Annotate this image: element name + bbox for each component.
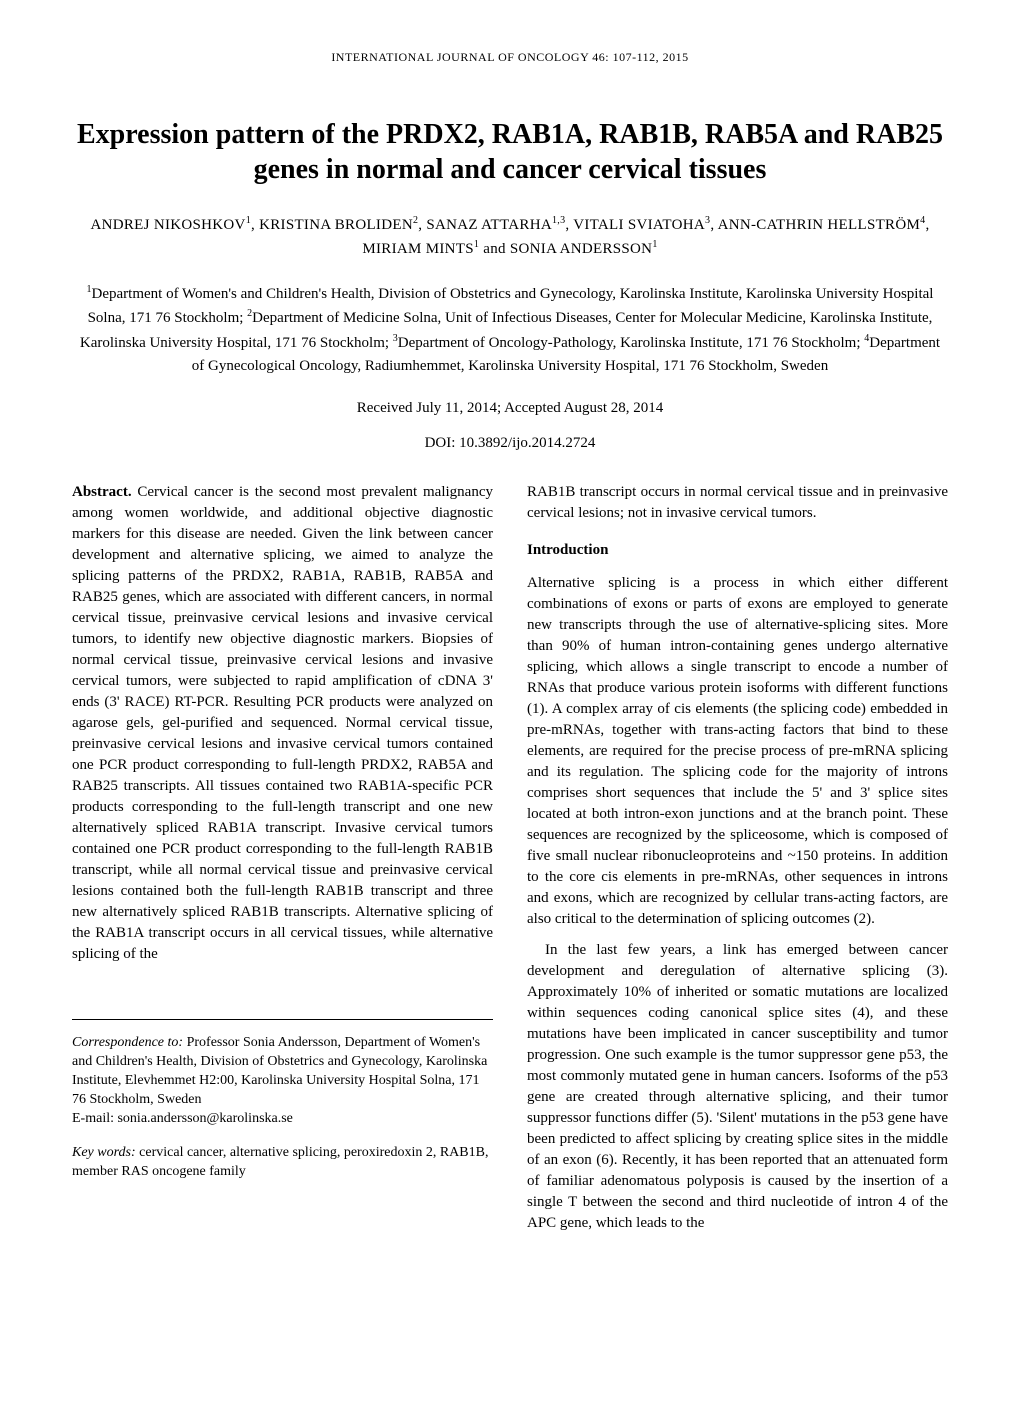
two-column-body: Abstract. Cervical cancer is the second …	[72, 482, 948, 1234]
journal-running-head: INTERNATIONAL JOURNAL OF ONCOLOGY 46: 10…	[72, 50, 948, 65]
author-list: ANDREJ NIKOSHKOV1, KRISTINA BROLIDEN2, S…	[72, 213, 948, 260]
received-accepted-dates: Received July 11, 2014; Accepted August …	[72, 400, 948, 417]
footnote-separator	[72, 1019, 493, 1020]
introduction-heading: Introduction	[527, 540, 948, 561]
correspondence-email: E-mail: sonia.andersson@karolinska.se	[72, 1110, 493, 1129]
correspondence-block: Correspondence to: Professor Sonia Ander…	[72, 1034, 493, 1128]
left-column: Abstract. Cervical cancer is the second …	[72, 482, 493, 1234]
correspondence-label: Correspondence to:	[72, 1035, 183, 1050]
affiliations: 1Department of Women's and Children's He…	[72, 282, 948, 378]
abstract-paragraph: Abstract. Cervical cancer is the second …	[72, 482, 493, 965]
keywords-block: Key words: cervical cancer, alternative …	[72, 1144, 493, 1182]
abstract-text: Cervical cancer is the second most preva…	[72, 484, 493, 962]
abstract-continuation: RAB1B transcript occurs in normal cervic…	[527, 482, 948, 524]
article-title: Expression pattern of the PRDX2, RAB1A, …	[72, 117, 948, 187]
doi: DOI: 10.3892/ijo.2014.2724	[72, 435, 948, 452]
introduction-paragraph-2: In the last few years, a link has emerge…	[527, 940, 948, 1234]
right-column: RAB1B transcript occurs in normal cervic…	[527, 482, 948, 1234]
introduction-paragraph-1: Alternative splicing is a process in whi…	[527, 573, 948, 930]
abstract-label: Abstract.	[72, 484, 132, 500]
keywords-label: Key words:	[72, 1145, 136, 1160]
